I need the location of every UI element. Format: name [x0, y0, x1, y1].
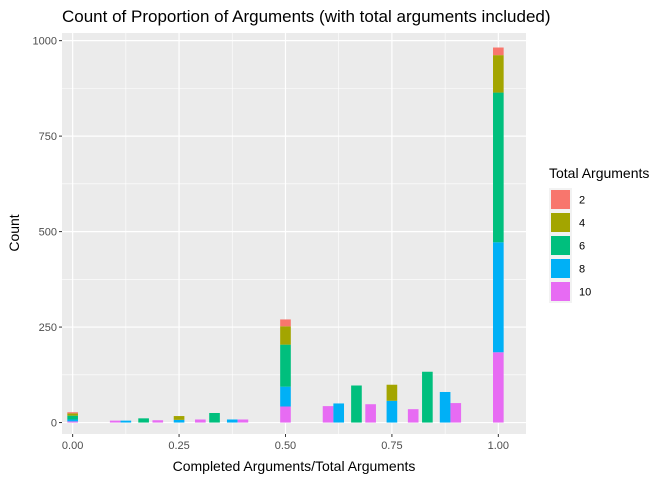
bar-segment-4-args: [493, 55, 504, 93]
y-tick-label: 750: [39, 131, 57, 143]
y-axis-title: Count: [6, 214, 22, 251]
bar-segment-2-args: [67, 412, 78, 414]
bar-segment-8-args: [386, 400, 398, 423]
legend-label-4: 4: [579, 218, 585, 230]
legend-label-2: 2: [579, 195, 585, 207]
bar-segment-10-args: [109, 420, 121, 423]
x-axis-title: Completed Arguments/Total Arguments: [173, 458, 416, 474]
bar-segment-2-args: [493, 47, 504, 56]
y-axis-ticks: 0 250 500 750 1000: [33, 36, 62, 430]
bar-segment-10-args: [280, 406, 291, 423]
bar-segment-2-args: [280, 319, 291, 327]
bar-segment-4-args: [173, 416, 185, 420]
bar-segment-8-args: [226, 419, 238, 423]
legend-swatch-10: [551, 282, 570, 301]
x-axis-ticks: 0.00 0.25 0.50 0.75 1.00: [62, 434, 509, 452]
bar-segment-6-args: [280, 344, 291, 387]
bar-segment-10-args: [152, 420, 164, 423]
bar-segment-8-args: [280, 386, 291, 407]
legend-label-10: 10: [579, 287, 591, 299]
x-tick-label: 0.50: [275, 440, 296, 452]
legend-swatch-8: [551, 259, 570, 278]
bar-segment-10-args: [493, 352, 504, 423]
legend-label-8: 8: [579, 264, 585, 276]
bar-segment-8-args: [120, 420, 132, 423]
y-tick-label: 500: [39, 227, 57, 239]
bar-segment-10-args: [322, 406, 334, 423]
bar-segment-4-args: [67, 413, 78, 416]
x-tick-label: 0.00: [62, 440, 83, 452]
legend-swatch-6: [551, 236, 570, 255]
bar-segment-10-args: [407, 409, 419, 423]
bar-segment-8-args: [333, 403, 345, 423]
legend: Total Arguments 2 4 6 8 10: [549, 165, 649, 303]
bar-segment-6-args: [422, 371, 433, 423]
bar-segment-8-args: [439, 391, 451, 423]
bar-segment-10-args: [365, 404, 376, 423]
bar-segment-4-args: [280, 326, 291, 345]
bar-segment-4-args: [386, 384, 398, 401]
bar-segment-6-args: [209, 412, 220, 423]
y-tick-label: 1000: [33, 36, 57, 48]
bar-segment-6-args: [493, 92, 504, 243]
bar-segment-8-args: [493, 242, 504, 353]
y-tick-label: 0: [51, 418, 57, 430]
bar-segment-6-args: [67, 415, 78, 420]
bar-segment-10-args: [237, 419, 249, 423]
bar-segment-10-args: [67, 421, 78, 423]
x-tick-label: 1.00: [488, 440, 509, 452]
plot-panel: [62, 33, 526, 434]
bar-segment-6-args: [138, 418, 149, 423]
legend-label-6: 6: [579, 241, 585, 253]
legend-swatch-4: [551, 213, 570, 232]
bar-segment-10-args: [195, 419, 206, 423]
bar-segment-10-args: [450, 403, 462, 423]
legend-swatch-2: [551, 190, 570, 209]
bar-segment-6-args: [351, 385, 362, 423]
bar-segment-8-args: [67, 419, 78, 422]
legend-title: Total Arguments: [549, 165, 649, 181]
x-tick-label: 0.25: [168, 440, 189, 452]
bar-segment-8-args: [173, 419, 185, 423]
chart-title: Count of Proportion of Arguments (with t…: [62, 7, 551, 26]
x-tick-label: 0.75: [381, 440, 402, 452]
y-tick-label: 250: [39, 322, 57, 334]
bars: [67, 47, 504, 423]
